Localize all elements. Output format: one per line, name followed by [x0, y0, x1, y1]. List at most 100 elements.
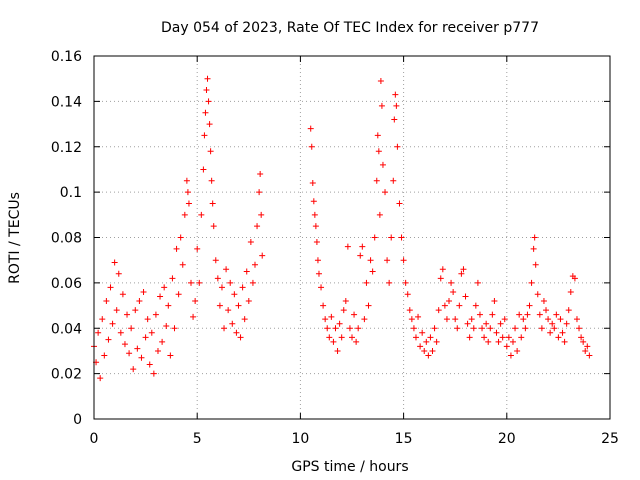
data-point — [448, 279, 455, 286]
data-point — [415, 313, 422, 320]
data-point — [495, 338, 502, 345]
data-point — [202, 109, 209, 116]
data-point — [371, 234, 378, 241]
y-tick-label: 0.02 — [51, 367, 82, 383]
data-point — [132, 307, 139, 314]
data-point — [454, 325, 461, 332]
data-point — [320, 302, 327, 309]
data-point — [419, 329, 426, 336]
data-point — [128, 325, 135, 332]
data-point — [410, 325, 417, 332]
data-point — [450, 288, 457, 295]
data-point — [203, 87, 210, 94]
data-point — [505, 334, 512, 341]
data-point — [209, 200, 216, 207]
data-point — [531, 234, 538, 241]
data-point — [586, 352, 593, 359]
data-point — [377, 77, 384, 84]
data-point — [239, 284, 246, 291]
data-point — [167, 352, 174, 359]
x-tick-label: 25 — [601, 431, 619, 447]
data-point — [258, 211, 265, 218]
data-point — [241, 316, 248, 323]
data-point — [154, 347, 161, 354]
data-point — [582, 347, 589, 354]
data-point — [243, 268, 250, 275]
data-point — [206, 121, 213, 128]
data-point — [171, 325, 178, 332]
data-point — [315, 270, 322, 277]
data-point — [376, 211, 383, 218]
data-point — [534, 291, 541, 298]
data-point — [514, 347, 521, 354]
data-point — [207, 148, 214, 155]
data-point — [121, 341, 128, 348]
axis-ticks: 0 5 10 15 20 25 0 0.02 0.04 0.06 0.08 0.1 0.12 0.14 0.… — [51, 49, 619, 447]
data-point — [375, 148, 382, 155]
data-point — [144, 316, 151, 323]
data-point — [338, 334, 345, 341]
data-point — [460, 266, 467, 273]
data-point — [190, 313, 197, 320]
y-tick-label: 0.1 — [60, 185, 82, 201]
data-point — [124, 311, 131, 318]
data-point — [439, 266, 446, 273]
data-point — [390, 177, 397, 184]
data-point — [233, 329, 240, 336]
data-point — [578, 334, 585, 341]
data-point — [259, 252, 266, 259]
data-point — [408, 316, 415, 323]
data-point — [584, 343, 591, 350]
plot-frame — [93, 55, 611, 420]
data-point — [543, 307, 550, 314]
data-point — [373, 177, 380, 184]
data-point — [516, 311, 523, 318]
data-point — [97, 375, 104, 382]
data-point — [456, 302, 463, 309]
data-point — [493, 329, 500, 336]
y-tick-label: 0.14 — [51, 94, 82, 110]
data-point — [115, 270, 122, 277]
data-point — [365, 302, 372, 309]
data-point — [388, 234, 395, 241]
data-point — [476, 311, 483, 318]
data-point — [165, 302, 172, 309]
data-point — [524, 311, 531, 318]
data-point — [431, 325, 438, 332]
data-point — [499, 334, 506, 341]
y-tick-label: 0.06 — [51, 276, 82, 292]
data-point — [332, 325, 339, 332]
data-point — [367, 257, 374, 264]
data-point — [342, 298, 349, 305]
data-point — [346, 325, 353, 332]
data-point — [204, 75, 211, 82]
data-point — [421, 347, 428, 354]
data-point — [138, 354, 145, 361]
data-point — [126, 350, 133, 357]
data-point — [509, 338, 516, 345]
data-point — [423, 338, 430, 345]
data-points — [91, 75, 593, 382]
data-point — [307, 125, 314, 132]
data-point — [150, 370, 157, 377]
data-point — [429, 347, 436, 354]
data-point — [245, 298, 252, 305]
data-point — [536, 311, 543, 318]
data-point — [474, 279, 481, 286]
data-point — [247, 239, 254, 246]
data-point — [103, 298, 110, 305]
data-point — [349, 334, 355, 341]
data-point — [119, 291, 126, 298]
data-point — [351, 311, 358, 318]
data-point — [374, 132, 381, 139]
data-point — [324, 325, 331, 332]
data-point — [181, 211, 188, 218]
data-point — [472, 302, 479, 309]
data-point — [340, 307, 347, 314]
data-point — [221, 325, 228, 332]
data-point — [169, 275, 176, 282]
data-point — [483, 320, 490, 327]
data-point — [394, 143, 401, 150]
chart-title: Day 054 of 2023, Rate Of TEC Index for r… — [161, 20, 539, 36]
